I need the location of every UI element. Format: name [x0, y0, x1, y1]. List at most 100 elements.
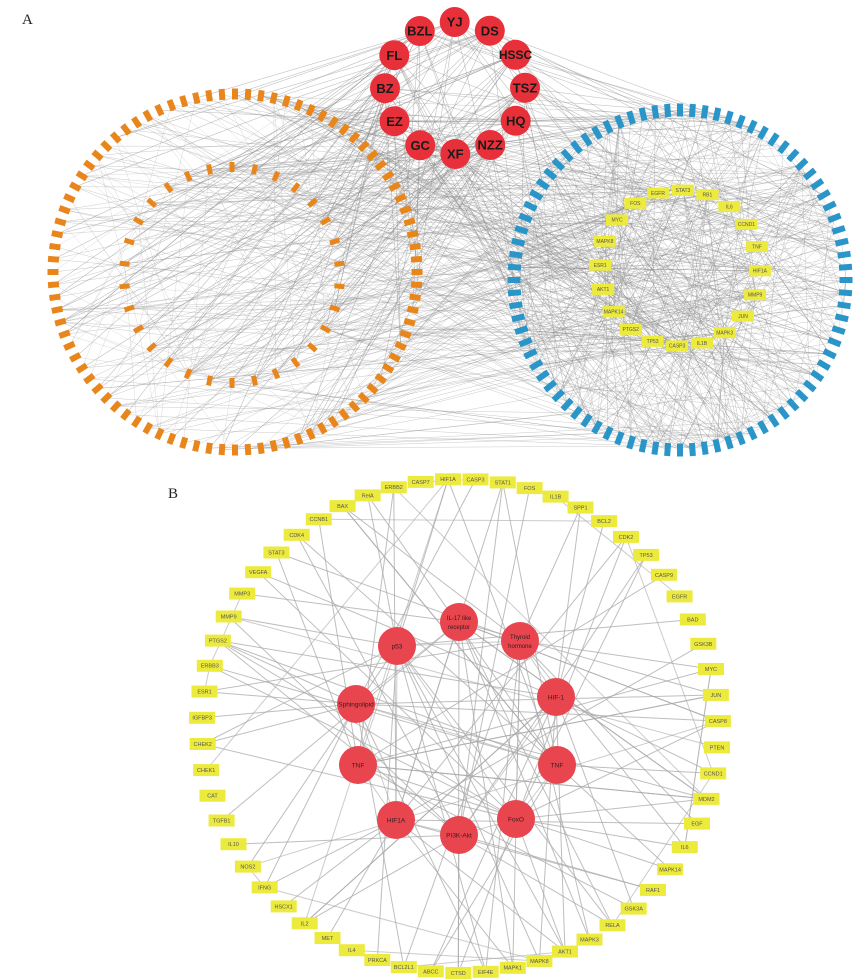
- gene-label: CTSD: [451, 971, 466, 977]
- pathway-gene-edge: [516, 799, 707, 819]
- pathway-label: p53: [392, 643, 403, 650]
- pathway-gene-edge: [516, 555, 646, 819]
- herb-label: BZL: [407, 24, 432, 39]
- gene-label: CASP3: [466, 477, 484, 483]
- ingredient-node: [54, 318, 66, 327]
- target-node: [810, 370, 824, 382]
- ingredient-node: [63, 341, 75, 351]
- gene-label: IL10: [228, 842, 239, 848]
- gene-label: MMP9: [221, 615, 237, 621]
- ingredient-node: [219, 444, 226, 455]
- gene-label: PTGS2: [209, 639, 227, 645]
- gene-label: AKT1: [558, 950, 572, 956]
- hub-target-label: TP53: [647, 339, 659, 345]
- target-node: [835, 238, 849, 247]
- hub-target-label: MAPK8: [596, 239, 613, 245]
- ingredient-node: [154, 428, 164, 441]
- ingredient-node: [205, 442, 213, 454]
- gene-label: CAT: [207, 794, 218, 800]
- hub-target-edge: [729, 207, 834, 218]
- ingredient-node: [245, 444, 252, 455]
- pathway-label: HIF-1: [548, 694, 565, 701]
- pathway-gene-edge: [459, 622, 718, 721]
- ingredient-node: [48, 281, 59, 288]
- ingredient-node: [83, 160, 95, 171]
- target-node: [827, 337, 841, 347]
- ingredient-node: [232, 89, 238, 100]
- gene-label: NOS2: [240, 865, 255, 871]
- ingredient-node: [76, 363, 89, 374]
- pathway-label: TNF: [352, 762, 365, 769]
- target-node: [831, 225, 845, 235]
- ingredient-node: [63, 193, 75, 203]
- pathway-gene-edge: [265, 704, 356, 887]
- ingredient-ingredient-edge: [188, 368, 388, 374]
- ingredient-node: [119, 283, 129, 289]
- pathway-label: receptor: [448, 625, 470, 631]
- hub-target-label: MMP9: [748, 293, 763, 299]
- ingredient-node: [334, 283, 344, 289]
- gene-label: MAPK3: [580, 938, 599, 944]
- ingredient-target-edge: [209, 421, 773, 449]
- panel-a-edges: [53, 22, 846, 450]
- pathway-gene-edge: [556, 521, 604, 697]
- ingredient-node: [48, 256, 59, 263]
- ingredient-node: [294, 433, 304, 445]
- hub-target-label: ESR1: [594, 263, 607, 269]
- hub-target-label: JUN: [738, 314, 748, 320]
- target-node: [827, 213, 841, 223]
- gene-label: IFNG: [258, 885, 271, 891]
- ingredient-target-edge: [106, 398, 740, 438]
- hub-target-label: MYC: [611, 218, 623, 224]
- gene-label: EGF: [691, 822, 703, 828]
- target-node: [795, 389, 809, 402]
- ingredient-node: [192, 440, 200, 452]
- pathway-label: Thyroid: [510, 635, 530, 641]
- pathway-gene-edge: [520, 641, 697, 824]
- ingredient-node: [48, 269, 59, 275]
- gene-label: MMP3: [234, 592, 250, 598]
- gene-label: HSCX1: [275, 904, 293, 910]
- pathway-gene-edge: [358, 487, 394, 765]
- ingredient-node: [100, 392, 112, 404]
- hub-target-label: PTGS2: [622, 327, 639, 333]
- herb-label: EZ: [386, 114, 403, 129]
- target-node: [777, 140, 790, 154]
- ingredient-node: [232, 445, 238, 456]
- ingredient-node: [91, 383, 103, 395]
- gene-label: ESR1: [197, 690, 211, 696]
- gene-label: MYC: [705, 667, 717, 673]
- gene-label: RELA: [605, 923, 620, 929]
- gene-label: CDK4: [289, 533, 304, 539]
- ingredient-node: [307, 342, 318, 352]
- hub-target-label: HIF1A: [753, 269, 768, 275]
- gene-label: TP53: [640, 553, 653, 559]
- gene-label: MAPK14: [659, 867, 681, 873]
- gene-label: RAF1: [646, 888, 660, 894]
- gene-label: CASP9: [655, 573, 673, 579]
- target-node: [835, 313, 849, 322]
- gene-label: EGFR: [672, 594, 687, 600]
- ingredient-node: [120, 123, 131, 135]
- ingredient-node: [411, 256, 422, 263]
- gene-label: GSK3A: [625, 907, 644, 913]
- ingredient-node: [245, 89, 252, 100]
- gene-label: IL1B: [550, 495, 562, 501]
- target-node: [840, 277, 853, 283]
- gene-label: MDM2: [698, 797, 714, 803]
- target-target-edge: [543, 376, 741, 438]
- ingredient-node: [110, 131, 122, 143]
- pathway-label: HIF1A: [387, 817, 406, 824]
- ingredient-node: [230, 162, 235, 172]
- ingredient-node: [164, 357, 174, 368]
- gene-label: PRKCA: [368, 958, 387, 964]
- pathway-label: TNF: [551, 762, 564, 769]
- gene-label: CASP7: [412, 480, 430, 486]
- ingredient-node: [412, 269, 423, 275]
- ingredient-ingredient-edge: [169, 247, 416, 363]
- gene-label: MAPK8: [530, 959, 549, 965]
- ingredient-node: [334, 261, 344, 267]
- pathway-gene-edge: [458, 622, 459, 973]
- pathway-label: hormone: [508, 644, 532, 650]
